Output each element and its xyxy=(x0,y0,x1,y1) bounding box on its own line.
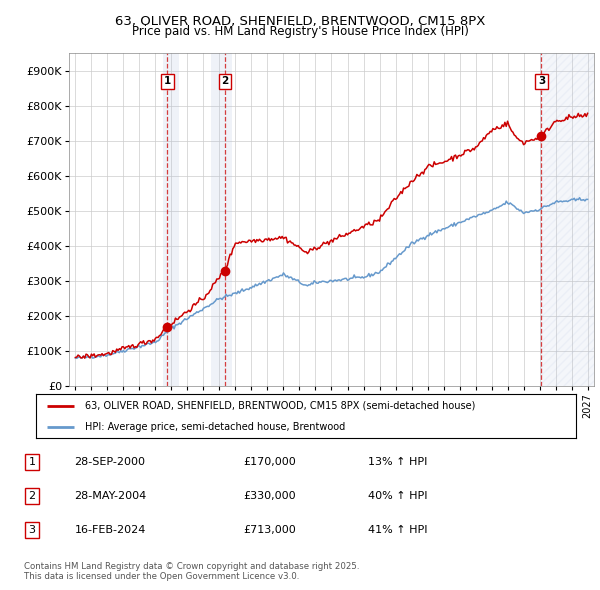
Text: 2: 2 xyxy=(29,491,35,501)
Text: 40% ↑ HPI: 40% ↑ HPI xyxy=(368,491,427,501)
Text: 2: 2 xyxy=(221,76,229,86)
Text: 28-SEP-2000: 28-SEP-2000 xyxy=(74,457,145,467)
Bar xyxy=(211,53,232,386)
Text: £330,000: £330,000 xyxy=(244,491,296,501)
Text: Contains HM Land Registry data © Crown copyright and database right 2025.
This d: Contains HM Land Registry data © Crown c… xyxy=(24,562,359,581)
Text: 13% ↑ HPI: 13% ↑ HPI xyxy=(368,457,427,467)
Text: £713,000: £713,000 xyxy=(244,525,296,535)
Bar xyxy=(539,53,594,386)
Text: 3: 3 xyxy=(538,76,545,86)
Text: 41% ↑ HPI: 41% ↑ HPI xyxy=(368,525,427,535)
Text: HPI: Average price, semi-detached house, Brentwood: HPI: Average price, semi-detached house,… xyxy=(85,422,345,432)
Text: 1: 1 xyxy=(29,457,35,467)
Text: 1: 1 xyxy=(164,76,171,86)
Text: 63, OLIVER ROAD, SHENFIELD, BRENTWOOD, CM15 8PX: 63, OLIVER ROAD, SHENFIELD, BRENTWOOD, C… xyxy=(115,15,485,28)
Text: 16-FEB-2024: 16-FEB-2024 xyxy=(74,525,146,535)
Text: 63, OLIVER ROAD, SHENFIELD, BRENTWOOD, CM15 8PX (semi-detached house): 63, OLIVER ROAD, SHENFIELD, BRENTWOOD, C… xyxy=(85,401,475,411)
Text: Price paid vs. HM Land Registry's House Price Index (HPI): Price paid vs. HM Land Registry's House … xyxy=(131,25,469,38)
Text: 3: 3 xyxy=(29,525,35,535)
Bar xyxy=(163,53,179,386)
Text: £170,000: £170,000 xyxy=(244,457,296,467)
Text: 28-MAY-2004: 28-MAY-2004 xyxy=(74,491,146,501)
